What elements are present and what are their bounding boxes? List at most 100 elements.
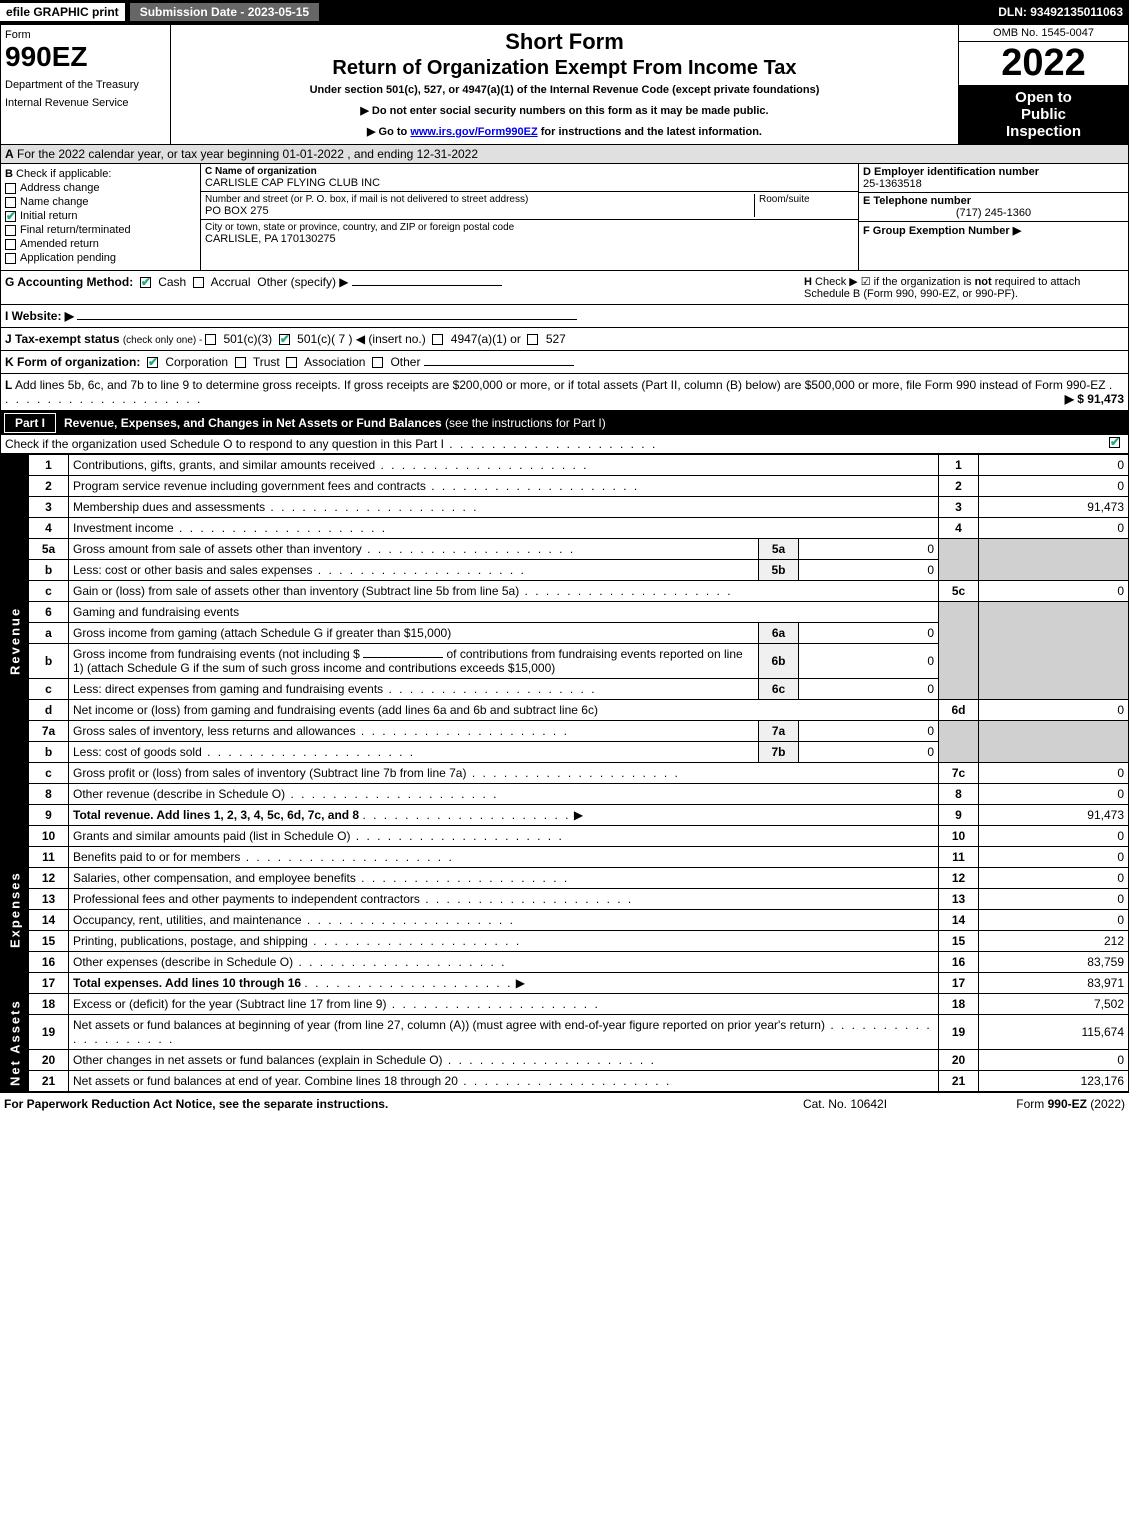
form-header: Form 990EZ Department of the Treasury In… bbox=[0, 24, 1129, 145]
grey-cell bbox=[979, 539, 1129, 581]
part-1-subtitle: (see the instructions for Part I) bbox=[442, 416, 606, 430]
checkbox-accrual[interactable] bbox=[193, 277, 204, 288]
line-4: 4 Investment income 4 0 bbox=[1, 518, 1129, 539]
checkbox-other[interactable] bbox=[372, 357, 383, 368]
form-label: Form bbox=[5, 29, 166, 41]
sub-val: 0 bbox=[799, 560, 939, 581]
line-no: b bbox=[29, 742, 69, 763]
checkbox-corporation[interactable] bbox=[147, 357, 158, 368]
city-row: City or town, state or province, country… bbox=[201, 220, 858, 247]
line-desc: Net income or (loss) from gaming and fun… bbox=[73, 703, 598, 717]
line-no: b bbox=[29, 644, 69, 679]
part-1-header: Part I Revenue, Expenses, and Changes in… bbox=[0, 411, 1129, 435]
line-7a: 7a Gross sales of inventory, less return… bbox=[1, 721, 1129, 742]
line-val: 123,176 bbox=[979, 1071, 1129, 1092]
checkbox-icon[interactable] bbox=[5, 225, 16, 236]
sub-label: 5a bbox=[759, 539, 799, 560]
line-no: 2 bbox=[29, 476, 69, 497]
line-num: 21 bbox=[939, 1071, 979, 1092]
lines-table: Revenue 1 Contributions, gifts, grants, … bbox=[0, 454, 1129, 1092]
irs-link[interactable]: www.irs.gov/Form990EZ bbox=[410, 126, 537, 138]
row-gh: G Accounting Method: Cash Accrual Other … bbox=[0, 271, 1129, 305]
col-b-label: B bbox=[5, 168, 13, 180]
other-org-input[interactable] bbox=[424, 365, 574, 366]
line-num: 7c bbox=[939, 763, 979, 784]
checkbox-4947[interactable] bbox=[432, 334, 443, 345]
line-num: 16 bbox=[939, 952, 979, 973]
line-no: 21 bbox=[29, 1071, 69, 1092]
other-specify-input[interactable] bbox=[352, 285, 502, 286]
line-num: 4 bbox=[939, 518, 979, 539]
instr2-post: for instructions and the latest informat… bbox=[538, 126, 762, 138]
line-8: 8 Other revenue (describe in Schedule O)… bbox=[1, 784, 1129, 805]
column-def: D Employer identification number 25-1363… bbox=[858, 164, 1128, 270]
line-num: 13 bbox=[939, 889, 979, 910]
line-val: 0 bbox=[979, 784, 1129, 805]
row-i: I Website: ▶ bbox=[0, 305, 1129, 328]
sub-label: 6b bbox=[759, 644, 799, 679]
line-desc: Less: direct expenses from gaming and fu… bbox=[73, 682, 597, 696]
checkbox-icon[interactable] bbox=[5, 239, 16, 250]
contrib-input[interactable] bbox=[363, 657, 443, 658]
row-l: L Add lines 5b, 6c, and 7b to line 9 to … bbox=[0, 374, 1129, 411]
line-no: c bbox=[29, 679, 69, 700]
line-no: d bbox=[29, 700, 69, 721]
line-desc: Salaries, other compensation, and employ… bbox=[73, 871, 569, 885]
checkbox-association[interactable] bbox=[286, 357, 297, 368]
check-name-change[interactable]: Name change bbox=[5, 196, 196, 208]
org-name-value: CARLISLE CAP FLYING CLUB INC bbox=[205, 177, 854, 189]
row-h: H Check ▶ ☑ if the organization is not r… bbox=[804, 275, 1124, 300]
line-desc: Other revenue (describe in Schedule O) bbox=[73, 787, 498, 801]
ein-row: D Employer identification number 25-1363… bbox=[859, 164, 1128, 193]
return-title: Return of Organization Exempt From Incom… bbox=[175, 57, 954, 80]
checkbox-cash[interactable] bbox=[140, 277, 151, 288]
line-no: 15 bbox=[29, 931, 69, 952]
checkbox-icon[interactable] bbox=[5, 253, 16, 264]
line-no: 6 bbox=[29, 602, 69, 623]
street-value: PO BOX 275 bbox=[205, 205, 754, 217]
line-val: 0 bbox=[979, 581, 1129, 602]
checkbox-icon[interactable] bbox=[5, 197, 16, 208]
line-val: 0 bbox=[979, 889, 1129, 910]
line-no: 19 bbox=[29, 1015, 69, 1050]
line-num: 8 bbox=[939, 784, 979, 805]
checkbox-schedule-o[interactable] bbox=[1109, 437, 1120, 448]
street-row: Number and street (or P. O. box, if mail… bbox=[201, 192, 858, 220]
org-name-row: C Name of organization CARLISLE CAP FLYI… bbox=[201, 164, 858, 192]
line-11: 11 Benefits paid to or for members 11 0 bbox=[1, 847, 1129, 868]
checkbox-icon[interactable] bbox=[5, 211, 16, 222]
check-application-pending[interactable]: Application pending bbox=[5, 252, 196, 264]
check-amended-return[interactable]: Amended return bbox=[5, 238, 196, 250]
checkbox-501c3[interactable] bbox=[205, 334, 216, 345]
check-final-return[interactable]: Final return/terminated bbox=[5, 224, 196, 236]
l-label: L bbox=[5, 378, 12, 392]
line-val: 0 bbox=[979, 826, 1129, 847]
ein-label: D Employer identification number bbox=[863, 166, 1124, 178]
line-desc: Total revenue. Add lines 1, 2, 3, 4, 5c,… bbox=[73, 808, 359, 822]
line-desc: Benefits paid to or for members bbox=[73, 850, 454, 864]
efile-label[interactable]: efile GRAPHIC print bbox=[0, 3, 125, 21]
check-label: Final return/terminated bbox=[20, 224, 131, 236]
line-num: 12 bbox=[939, 868, 979, 889]
opt-other: Other bbox=[390, 355, 420, 369]
checkbox-527[interactable] bbox=[527, 334, 538, 345]
check-address-change[interactable]: Address change bbox=[5, 182, 196, 194]
city-label: City or town, state or province, country… bbox=[205, 222, 854, 233]
website-input[interactable] bbox=[77, 319, 577, 320]
line-desc: Occupancy, rent, utilities, and maintena… bbox=[73, 913, 515, 927]
checkbox-icon[interactable] bbox=[5, 183, 16, 194]
line-12: 12 Salaries, other compensation, and emp… bbox=[1, 868, 1129, 889]
check-initial-return[interactable]: Initial return bbox=[5, 210, 196, 222]
line-num: 18 bbox=[939, 994, 979, 1015]
line-num: 11 bbox=[939, 847, 979, 868]
open-line-1: Open to bbox=[961, 89, 1126, 106]
checkbox-501c[interactable] bbox=[279, 334, 290, 345]
line-desc: Professional fees and other payments to … bbox=[73, 892, 633, 906]
room-suite-label: Room/suite bbox=[754, 194, 854, 217]
sub-label: 5b bbox=[759, 560, 799, 581]
line-num: 9 bbox=[939, 805, 979, 826]
line-val: 0 bbox=[979, 1050, 1129, 1071]
line-no: 12 bbox=[29, 868, 69, 889]
line-18: Net Assets 18 Excess or (deficit) for th… bbox=[1, 994, 1129, 1015]
checkbox-trust[interactable] bbox=[235, 357, 246, 368]
